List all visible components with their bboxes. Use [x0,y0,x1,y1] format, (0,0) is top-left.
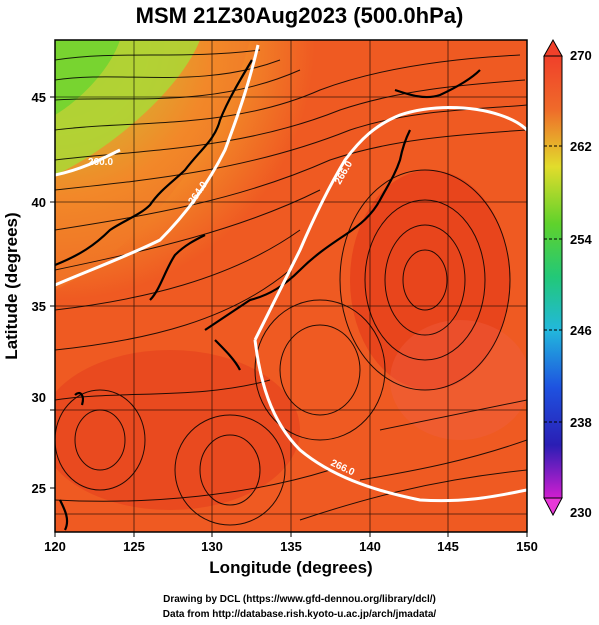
x-tick-label: 135 [280,539,302,554]
colorbar-tick-label: 238 [570,415,592,430]
temperature-field [55,40,527,532]
streamlines [55,49,527,526]
coastlines [55,59,481,531]
colorbar-ticks [544,145,562,423]
colorbar-tick-label: 254 [570,232,592,247]
colorbar-tick-label: 246 [570,323,592,338]
y-tick-label: 30 [32,390,46,405]
colorbar-tick-label: 262 [570,139,592,154]
x-tick-label: 125 [123,539,145,554]
y-axis-label: Latitude (degrees) [2,212,21,360]
credit-drawing: Drawing by DCL (https://www.gfd-dennou.o… [163,594,436,605]
contour-lines [55,44,527,503]
x-tick-label: 140 [359,539,381,554]
colorbar-tick-label: 270 [570,48,592,63]
contour-label: 260.0 [88,157,113,168]
tick-marks [50,96,528,537]
x-axis-label: Longitude (degrees) [209,558,373,577]
y-tick-label: 25 [32,481,46,496]
x-tick-label: 120 [44,539,66,554]
y-tick-label: 40 [32,195,46,210]
chart-title: MSM 21Z30Aug2023 (500.0hPa) [135,3,464,28]
y-tick-label: 45 [32,90,46,105]
colorbar-tick-label: 230 [570,505,592,520]
colorbar: 270 262 254 246 238 230 [543,38,592,520]
x-tick-label: 150 [516,539,538,554]
grid-lines [55,40,527,532]
x-tick-label: 145 [437,539,459,554]
credit-data: Data from http://database.rish.kyoto-u.a… [162,609,437,620]
colorbar-bottom-arrow [543,497,563,517]
x-tick-label: 130 [201,539,223,554]
y-tick-label: 35 [32,299,46,314]
colorbar-top-arrow [543,38,563,57]
